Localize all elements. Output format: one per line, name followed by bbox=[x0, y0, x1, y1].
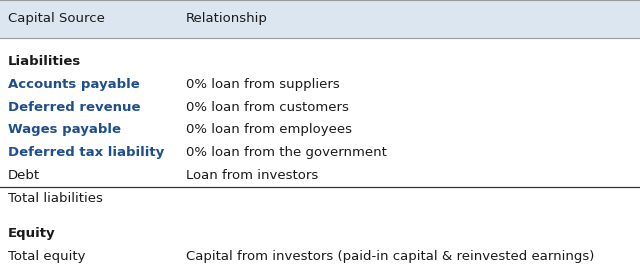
Text: Deferred revenue: Deferred revenue bbox=[8, 101, 140, 113]
Text: Equity: Equity bbox=[8, 227, 55, 240]
Text: Liabilities: Liabilities bbox=[8, 55, 81, 68]
Text: 0% loan from suppliers: 0% loan from suppliers bbox=[186, 78, 339, 91]
Text: 0% loan from employees: 0% loan from employees bbox=[186, 123, 351, 136]
Text: Wages payable: Wages payable bbox=[8, 123, 121, 136]
Text: Total equity: Total equity bbox=[8, 250, 85, 263]
Text: 0% loan from customers: 0% loan from customers bbox=[186, 101, 348, 113]
Text: Relationship: Relationship bbox=[186, 12, 268, 25]
Text: Capital from investors (paid-in capital & reinvested earnings): Capital from investors (paid-in capital … bbox=[186, 250, 594, 263]
Text: Loan from investors: Loan from investors bbox=[186, 169, 318, 182]
Text: Capital Source: Capital Source bbox=[8, 12, 104, 25]
Text: Debt: Debt bbox=[8, 169, 40, 182]
Text: Total liabilities: Total liabilities bbox=[8, 192, 102, 205]
Text: Deferred tax liability: Deferred tax liability bbox=[8, 146, 164, 159]
Bar bbox=[0, 0, 640, 38]
Text: 0% loan from the government: 0% loan from the government bbox=[186, 146, 387, 159]
Text: Accounts payable: Accounts payable bbox=[8, 78, 140, 91]
